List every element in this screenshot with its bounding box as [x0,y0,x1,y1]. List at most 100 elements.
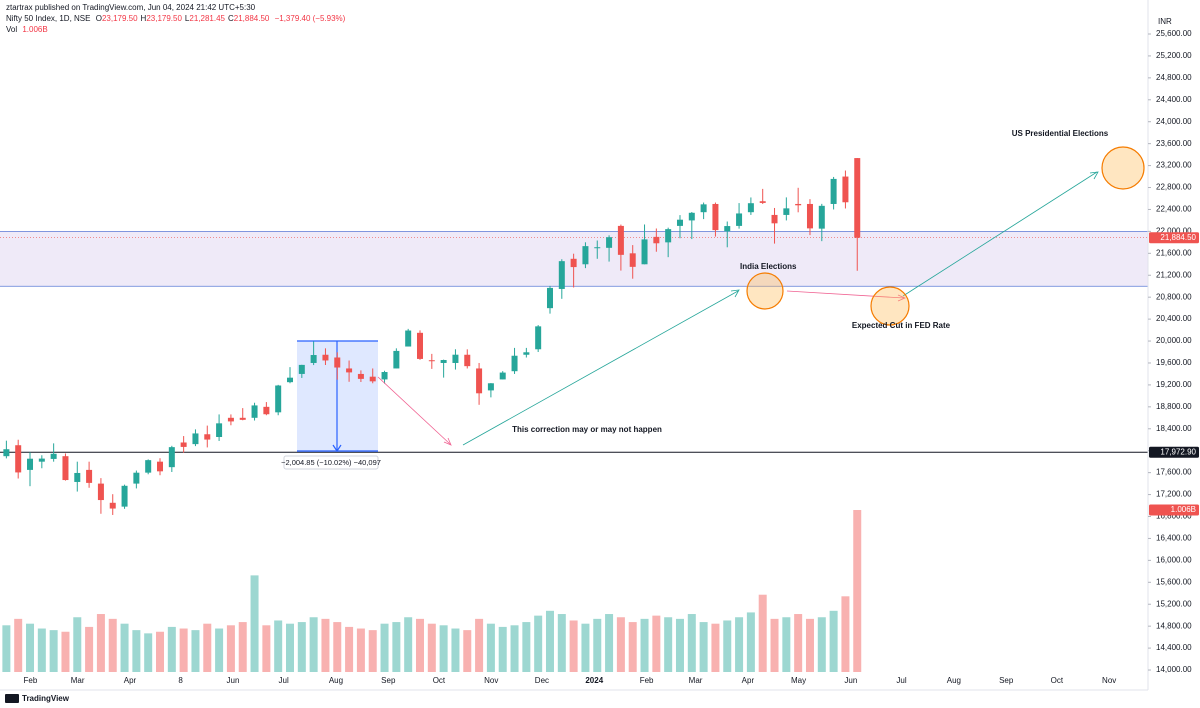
ohlc-value: 21,281.45 [189,14,225,23]
y-tick-label: 21,600.00 [1156,248,1192,257]
volume-bar [73,617,82,672]
volume-bar [215,628,224,672]
volume-bar [770,618,779,672]
candle-body [334,357,341,368]
y-tick-label: 22,000.00 [1156,226,1192,235]
logo [5,694,19,703]
volume-bar [475,618,484,672]
x-tick-label: Mar [689,676,703,685]
candle-body [168,447,175,468]
candle-body [192,433,199,445]
candle-body [97,483,104,501]
candle-body [357,373,364,379]
candle-body [594,247,601,249]
volume-bar [605,614,614,672]
x-tick-label: 8 [178,676,183,685]
candle-body [310,355,317,363]
vol-row: Vol 1.006B [6,24,345,35]
x-tick-label: Feb [640,676,654,685]
event-circle [746,272,784,310]
candle-body [476,368,483,394]
candle-body [275,385,282,413]
volume-bar [735,617,744,672]
volume-bar [699,622,708,672]
ohlc-key: C [227,14,234,23]
candle-body [795,203,802,206]
x-tick-label: Oct [433,676,446,685]
vol-value: 1.006B [22,25,48,34]
candle-body [239,417,246,420]
volume-bar [14,618,23,672]
candle-body [216,423,223,437]
volume-bar [782,617,791,672]
x-tick-label: Aug [947,676,961,685]
candle-body [62,456,69,481]
volume-bar [463,630,472,672]
y-tick-label: 21,200.00 [1156,270,1192,279]
arrow [786,290,905,299]
candle-body [109,502,116,509]
volume-bar [581,623,590,672]
ohlc-key: H [140,14,147,23]
x-tick-label: 2024 [585,676,603,685]
candle-body [641,239,648,265]
volume-bar [356,628,365,672]
volume-bar [2,625,11,672]
volume-bar [534,615,543,672]
axis-labels: 14,000.00 14,400.00 14,800.00 15,200.00 15,6… [23,29,1199,685]
y-tick-label: 17,600.00 [1156,468,1192,477]
volume-bar [309,617,318,672]
candle-body [617,225,624,255]
candle-body [263,406,270,415]
volume-bar [486,623,495,672]
x-tick-label: Nov [484,676,498,685]
candle-body [428,360,435,362]
symbol-row: Nifty 50 Index, 1D, NSE O23,179.50 H23,17… [6,13,345,24]
x-tick-label: Mar [71,676,85,685]
y-tick-label: 20,000.00 [1156,336,1192,345]
x-tick-label: Oct [1051,676,1064,685]
x-tick-label: Jun [844,676,857,685]
volume-bar [203,623,212,672]
arrow [377,376,451,445]
y-tick-label: 22,800.00 [1156,183,1192,192]
candle-body [133,472,140,484]
volume-bar [132,630,141,672]
candle-body [27,458,34,470]
y-tick-label: 19,600.00 [1156,358,1192,367]
candle-body [121,485,128,507]
volume-bar [333,622,342,672]
candle-body [535,326,542,350]
candle-body [74,472,81,482]
volume-bar [794,614,803,672]
volume-bar [96,614,105,672]
y-tick-label: 22,400.00 [1156,205,1192,214]
volume-bar [498,626,507,672]
arrowhead [897,294,907,302]
arrowhead [1089,171,1099,180]
candle-body [842,176,849,203]
x-tick-label: Jun [227,676,240,685]
arrowhead [730,289,740,298]
volume-bar [179,628,188,672]
candle-body [3,449,10,457]
volume-bar [817,617,826,672]
y-tick-label: 16,000.00 [1156,555,1192,564]
x-tick-label: Jul [279,676,289,685]
price-marker-label: 1.006B [1171,505,1196,514]
candle-body [830,178,837,204]
arrow [462,290,739,446]
volume-bar [640,618,649,672]
volume-bar [191,630,200,672]
candle-body [546,287,553,309]
byline: ztartrax published on TradingView.com, J… [6,3,256,12]
x-tick-label: Sep [999,676,1014,685]
candle-body [653,236,660,244]
volume-bar [108,618,117,672]
candle-body [15,445,22,473]
y-tick-label: 25,200.00 [1156,51,1192,60]
candle-body [452,354,459,363]
ohlc-value: 23,179.50 [146,14,182,23]
volume-bar [675,618,684,672]
